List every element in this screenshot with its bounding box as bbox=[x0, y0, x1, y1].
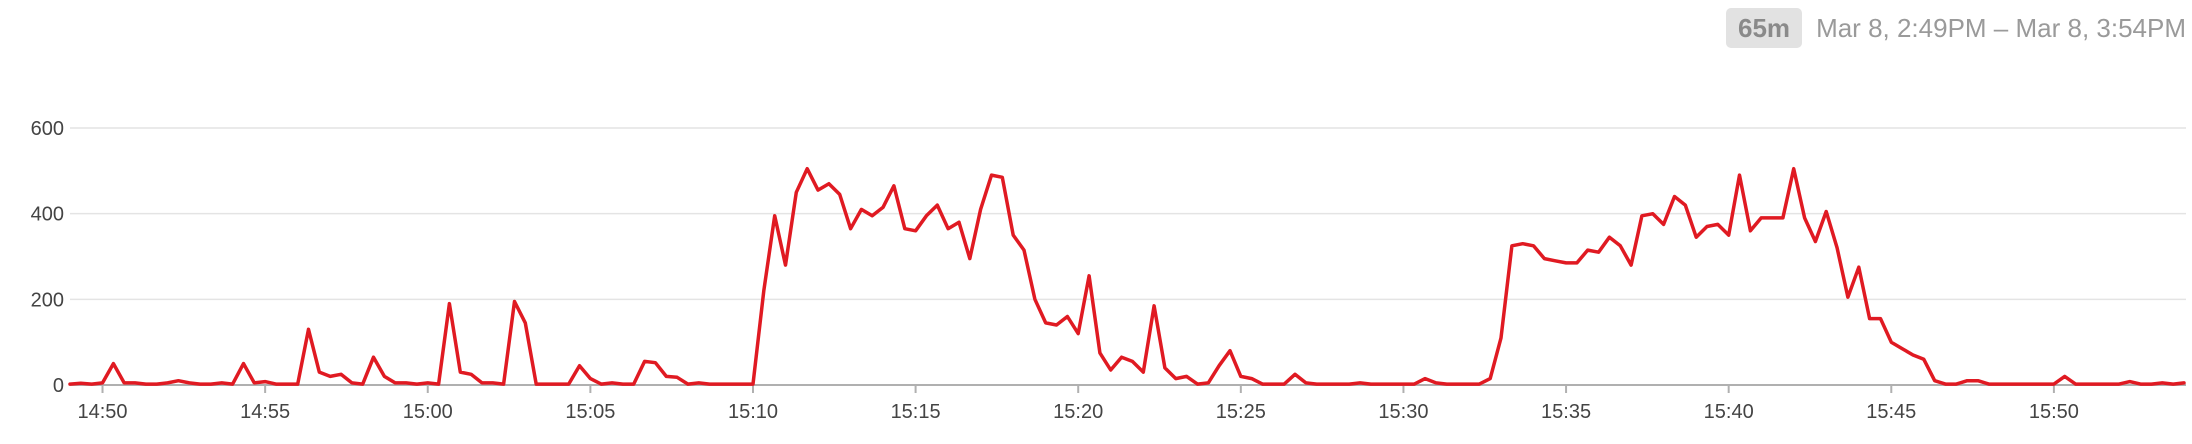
y-tick-label: 400 bbox=[31, 204, 64, 226]
x-tick-label: 15:35 bbox=[1541, 401, 1591, 423]
grid-lines bbox=[70, 127, 2186, 301]
series-line-0 bbox=[68, 166, 2186, 386]
x-tick-label: 14:55 bbox=[240, 401, 290, 423]
x-axis: 14:50 14:55 15:00 15:05 15:10 15:15 15:20 15:25… bbox=[70, 384, 2186, 423]
y-tick-label: 600 bbox=[31, 118, 64, 140]
y-axis: 0 200 400 600 bbox=[31, 118, 64, 397]
y-tick-label: 200 bbox=[31, 289, 64, 311]
x-tick-label: 15:00 bbox=[403, 401, 453, 423]
x-tick-label: 15:45 bbox=[1866, 401, 1916, 423]
x-tick-label: 15:50 bbox=[2029, 401, 2079, 423]
series-layer bbox=[68, 166, 2186, 386]
y-tick-label: 0 bbox=[53, 375, 64, 397]
x-tick-label: 15:05 bbox=[565, 401, 615, 423]
duration-badge[interactable]: 65m bbox=[1726, 8, 1803, 48]
x-tick-label: 15:25 bbox=[1216, 401, 1266, 423]
x-tick-label: 15:40 bbox=[1704, 401, 1754, 423]
time-range-label: Mar 8, 2:49PM – Mar 8, 3:54PM bbox=[1816, 13, 2186, 43]
x-tick-label: 15:30 bbox=[1378, 401, 1428, 423]
time-range-selector[interactable]: 65m Mar 8, 2:49PM – Mar 8, 3:54PM bbox=[1726, 8, 2186, 48]
x-tick-label: 15:15 bbox=[891, 401, 941, 423]
x-tick-label: 14:50 bbox=[77, 401, 127, 423]
x-tick-label: 15:20 bbox=[1053, 401, 1103, 423]
x-tick-label: 15:10 bbox=[728, 401, 778, 423]
